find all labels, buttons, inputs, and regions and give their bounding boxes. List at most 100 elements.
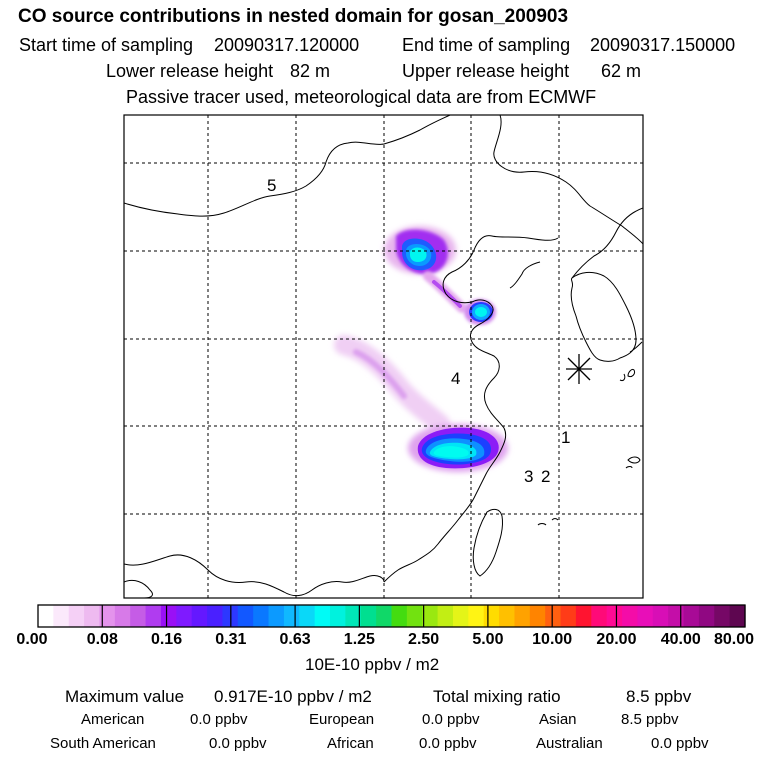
colorbar-cell <box>207 605 224 627</box>
colorbar-unit: 10E-10 ppbv / m2 <box>305 655 440 674</box>
colorbar-frame <box>37 604 746 628</box>
source-australian-value: 0.0 ppbv <box>651 735 709 752</box>
colorbar-cell <box>499 605 516 627</box>
colorbar-cell <box>84 605 101 627</box>
source-asian-label: Asian <box>539 711 577 728</box>
colorbar-cell <box>99 605 116 627</box>
source-african-label: African <box>327 735 374 752</box>
colorbar-cell <box>545 605 562 627</box>
source-australian-label: Australian <box>536 735 603 752</box>
total-mixing-value: 8.5 ppbv <box>626 687 692 706</box>
colorbar-cell <box>591 605 608 627</box>
region-label-1: 1 <box>561 428 570 447</box>
chart-title: CO source contributions in nested domain… <box>18 6 569 27</box>
colorbar-cell <box>299 605 316 627</box>
colorbar-tick-label: 0.16 <box>150 631 183 648</box>
max-value-label: Maximum value <box>65 687 185 706</box>
receptor-marker <box>566 354 592 384</box>
plume-bohai <box>384 226 467 313</box>
colorbar-tick-label: 0.63 <box>279 631 311 648</box>
colorbar-cell <box>114 605 131 627</box>
colorbar-cell <box>683 605 700 627</box>
colorbar-cell <box>391 605 408 627</box>
colorbar-tick-label: 40.00 <box>660 631 701 648</box>
source-african-value: 0.0 ppbv <box>419 735 477 752</box>
colorbar-cell <box>237 605 254 627</box>
colorbar-cell <box>283 605 300 627</box>
colorbar-cell <box>253 605 270 627</box>
colorbar-tick-label: 10.00 <box>532 631 573 648</box>
colorbar-cell <box>637 605 654 627</box>
latlon-grid <box>124 115 643 598</box>
colorbar-cell <box>452 605 469 627</box>
total-mixing-label: Total mixing ratio <box>433 687 561 706</box>
colorbar-tick-label: 2.50 <box>408 631 440 648</box>
colorbar-cell <box>160 605 177 627</box>
colorbar-tick-label: 0.08 <box>86 631 118 648</box>
upper-height-label: Upper release height <box>402 61 570 81</box>
colorbar-cell <box>53 605 70 627</box>
colorbar-tick-label: 20.00 <box>596 631 637 648</box>
colorbar-cell <box>422 605 439 627</box>
colorbar-cell <box>130 605 147 627</box>
colorbar-cell <box>314 605 331 627</box>
lower-height-value: 82 m <box>290 61 331 81</box>
upper-height-value: 62 m <box>601 61 642 81</box>
source-south-american-value: 0.0 ppbv <box>209 735 267 752</box>
tracer-note: Passive tracer used, meteorological data… <box>126 87 597 107</box>
colorbar-tick-label: 0.31 <box>215 631 247 648</box>
colorbar-cell <box>268 605 285 627</box>
end-time-label: End time of sampling <box>402 35 571 55</box>
colorbar-cell <box>575 605 592 627</box>
max-value: 0.917E-10 ppbv / m2 <box>214 687 372 706</box>
colorbar-cell <box>191 605 208 627</box>
source-american-label: American <box>81 711 145 728</box>
colorbar <box>38 605 746 627</box>
coastlines <box>124 115 643 598</box>
colorbar-cell <box>376 605 393 627</box>
source-european-value: 0.0 ppbv <box>422 711 480 728</box>
source-american-value: 0.0 ppbv <box>190 711 248 728</box>
colorbar-cell <box>560 605 577 627</box>
colorbar-tick-label: 5.00 <box>472 631 504 648</box>
plume-yangtze <box>408 424 508 472</box>
colorbar-cell <box>606 605 623 627</box>
colorbar-cell <box>176 605 193 627</box>
colorbar-cell <box>668 605 685 627</box>
end-time-value: 20090317.150000 <box>590 35 736 55</box>
colorbar-cell <box>406 605 423 627</box>
colorbar-cell <box>514 605 531 627</box>
colorbar-cell <box>483 605 500 627</box>
colorbar-cell <box>652 605 669 627</box>
colorbar-cell <box>529 605 546 627</box>
colorbar-cell <box>622 605 639 627</box>
colorbar-cell <box>360 605 377 627</box>
colorbar-cell <box>698 605 715 627</box>
colorbar-tick-label: 0.00 <box>16 631 48 648</box>
start-time-value: 20090317.120000 <box>214 35 360 55</box>
source-asian-value: 8.5 ppbv <box>621 711 679 728</box>
colorbar-cell <box>468 605 485 627</box>
start-time-label: Start time of sampling <box>19 35 194 55</box>
colorbar-tick-label: 1.25 <box>343 631 375 648</box>
source-south-american-label: South American <box>50 735 156 752</box>
region-label-4: 4 <box>451 369 460 388</box>
colorbar-cell <box>145 605 162 627</box>
region-label-3: 3 <box>524 467 533 486</box>
colorbar-cell <box>714 605 731 627</box>
source-european-label: European <box>309 711 375 728</box>
colorbar-cell <box>38 605 54 627</box>
colorbar-cell <box>330 605 346 627</box>
colorbar-cell <box>729 605 746 627</box>
colorbar-tick-label: 80.00 <box>713 631 755 648</box>
lower-height-label: Lower release height <box>106 61 274 81</box>
region-label-2: 2 <box>541 467 550 486</box>
plume-layer <box>334 226 508 472</box>
colorbar-cell <box>437 605 454 627</box>
plume-diagonal <box>334 335 450 434</box>
colorbar-cell <box>345 605 362 627</box>
colorbar-dividers <box>101 605 682 627</box>
colorbar-cell <box>68 605 85 627</box>
region-label-5: 5 <box>267 176 276 195</box>
